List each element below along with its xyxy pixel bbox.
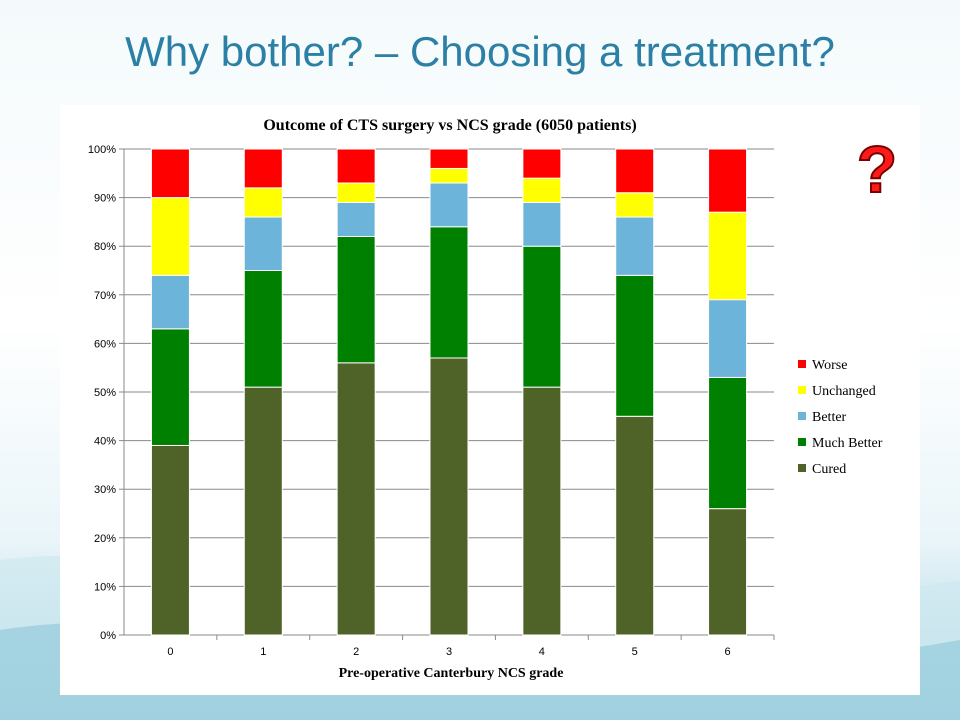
y-tick-label: 20% xyxy=(94,533,116,545)
bar-segment-much-better xyxy=(243,270,283,388)
legend-entry: Unchanged xyxy=(812,384,876,399)
bar-segment-worse xyxy=(429,148,469,169)
bar-segment-unchanged xyxy=(150,197,190,276)
bar-segment-much-better xyxy=(336,235,376,364)
bar-segment-cured xyxy=(243,386,283,636)
bar-segment-much-better xyxy=(708,376,748,510)
bar-segment-cured xyxy=(615,415,655,636)
bar-segment-unchanged xyxy=(243,187,283,218)
legend-swatch xyxy=(798,360,806,368)
bar-segment-better xyxy=(336,201,376,237)
bar-segment-cured xyxy=(522,386,562,636)
bar-segment-worse xyxy=(615,148,655,194)
bar-segment-worse xyxy=(522,148,562,179)
y-tick-label: 0% xyxy=(100,630,116,642)
legend-swatch xyxy=(798,438,806,446)
bar-segment-much-better xyxy=(522,245,562,388)
bar-segment-better xyxy=(522,201,562,247)
bar-segment-worse xyxy=(708,148,748,213)
bar-segment-unchanged xyxy=(429,167,469,184)
x-tick-label: 1 xyxy=(260,646,266,658)
legend-entry: Cured xyxy=(812,462,846,477)
bar-segment-much-better xyxy=(150,328,190,446)
y-tick-label: 10% xyxy=(94,581,116,593)
bar-segment-better xyxy=(243,216,283,271)
bar-segment-better xyxy=(429,182,469,228)
bar-segment-cured xyxy=(708,508,748,636)
x-axis-label: Pre-operative Canterbury NCS grade xyxy=(339,666,564,681)
y-tick-label: 80% xyxy=(94,241,116,253)
question-mark-icon: ? xyxy=(856,132,898,206)
y-tick-label: 90% xyxy=(94,193,116,205)
bar-segment-unchanged xyxy=(336,182,376,203)
x-tick-label: 3 xyxy=(446,646,452,658)
bar-segment-unchanged xyxy=(615,192,655,218)
stacked-bar-chart: 0% 10% 20% 30% 40% 50% 60% 70% 80% 90% 100% 0 1 2 3 4 5 6… xyxy=(88,144,883,681)
bar-segment-cured xyxy=(429,357,469,636)
legend-swatch xyxy=(798,464,806,472)
bar-segment-unchanged xyxy=(522,177,562,203)
bar-segment-better xyxy=(150,274,190,330)
bar-segment-worse xyxy=(336,148,376,184)
bar-segment-unchanged xyxy=(708,211,748,301)
bar-segment-cured xyxy=(336,362,376,636)
bar-segment-much-better xyxy=(615,274,655,417)
chart-area: Outcome of CTS surgery vs NCS grade (605… xyxy=(60,105,920,695)
bar-segment-much-better xyxy=(429,226,469,359)
legend-entry: Better xyxy=(812,410,847,425)
bar-segment-better xyxy=(708,299,748,378)
bar-segment-worse xyxy=(243,148,283,189)
x-tick-label: 2 xyxy=(353,646,359,658)
y-tick-label: 70% xyxy=(94,290,116,302)
bar-segment-cured xyxy=(150,444,190,636)
legend-swatch xyxy=(798,386,806,394)
bar-segment-better xyxy=(615,216,655,276)
y-tick-label: 60% xyxy=(94,338,116,350)
x-tick-label: 6 xyxy=(725,646,731,658)
x-tick-label: 4 xyxy=(539,646,545,658)
y-tick-label: 40% xyxy=(94,436,116,448)
chart-title: Outcome of CTS surgery vs NCS grade (605… xyxy=(263,117,637,134)
y-tick-label: 100% xyxy=(88,144,116,156)
y-tick-label: 30% xyxy=(94,484,116,496)
legend-entry: Worse xyxy=(812,358,847,373)
x-tick-label: 0 xyxy=(167,646,173,658)
bar-segment-worse xyxy=(150,148,190,199)
legend-entry: Much Better xyxy=(812,436,883,451)
x-tick-label: 5 xyxy=(632,646,638,658)
y-tick-label: 50% xyxy=(94,387,116,399)
slide-title: Why bother? – Choosing a treatment? xyxy=(125,28,835,75)
legend-swatch xyxy=(798,412,806,420)
